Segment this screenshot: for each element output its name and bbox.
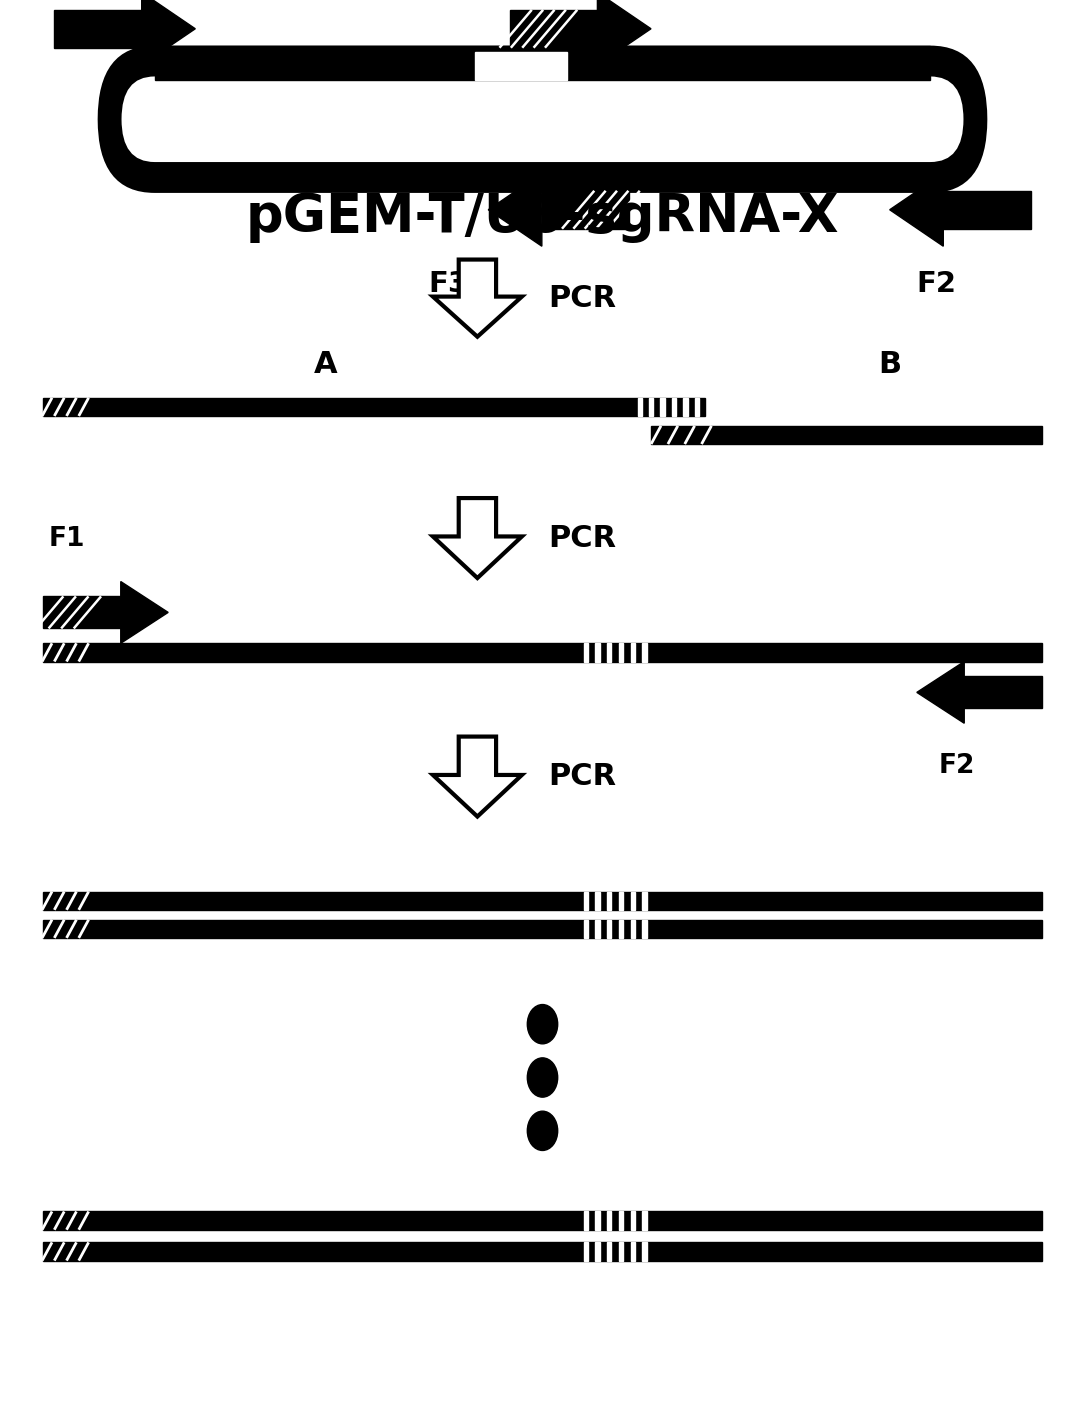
Bar <box>618 643 623 661</box>
Bar <box>584 920 588 937</box>
Bar <box>43 643 1042 661</box>
FancyBboxPatch shape <box>98 45 987 192</box>
Text: A: A <box>314 349 337 379</box>
Bar <box>43 1211 1042 1229</box>
Circle shape <box>527 1111 558 1150</box>
Bar <box>475 52 566 80</box>
Text: PCR: PCR <box>548 762 616 791</box>
Bar <box>618 892 623 909</box>
Bar <box>642 1211 647 1229</box>
Bar <box>630 892 635 909</box>
Bar <box>43 1243 1042 1260</box>
FancyBboxPatch shape <box>122 76 963 161</box>
Bar <box>584 1243 588 1260</box>
Bar <box>630 1243 635 1260</box>
Circle shape <box>527 1058 558 1097</box>
Text: PCR: PCR <box>548 523 616 553</box>
Bar <box>584 892 588 909</box>
Polygon shape <box>433 260 522 337</box>
Text: F3: F3 <box>429 269 469 297</box>
Bar <box>651 425 1042 443</box>
Text: B: B <box>878 349 902 379</box>
Text: F2: F2 <box>917 269 957 297</box>
Polygon shape <box>598 0 651 65</box>
Bar <box>596 892 600 909</box>
Polygon shape <box>120 581 168 643</box>
Bar <box>596 643 600 661</box>
Bar <box>943 191 1031 229</box>
Bar <box>584 643 588 661</box>
Bar <box>618 1211 623 1229</box>
Bar <box>54 10 142 48</box>
Bar <box>618 920 623 937</box>
Bar <box>43 920 1042 937</box>
Bar <box>43 398 705 415</box>
Polygon shape <box>433 498 522 578</box>
Bar <box>596 920 600 937</box>
Bar <box>608 1243 612 1260</box>
Bar <box>684 398 688 415</box>
Polygon shape <box>890 173 943 247</box>
Polygon shape <box>488 173 541 247</box>
Bar <box>541 191 629 229</box>
Bar <box>649 398 653 415</box>
Bar <box>618 1243 623 1260</box>
Bar <box>630 1211 635 1229</box>
Text: pGEM-T/U6-sgRNA-X: pGEM-T/U6-sgRNA-X <box>245 191 840 244</box>
Bar <box>608 892 612 909</box>
Bar <box>608 920 612 937</box>
Text: PCR: PCR <box>548 283 616 313</box>
Bar <box>965 676 1042 709</box>
Bar <box>596 1243 600 1260</box>
Bar <box>43 892 1042 909</box>
Polygon shape <box>142 0 195 65</box>
Text: F1: F1 <box>49 526 86 551</box>
Polygon shape <box>917 661 965 724</box>
Polygon shape <box>433 737 522 817</box>
Bar <box>638 398 642 415</box>
Bar <box>584 1211 588 1229</box>
Bar <box>672 398 676 415</box>
Bar <box>596 1211 600 1229</box>
Bar <box>642 892 647 909</box>
Bar <box>642 1243 647 1260</box>
Bar <box>630 920 635 937</box>
Bar <box>155 45 930 80</box>
Bar <box>510 10 598 48</box>
Circle shape <box>527 1005 558 1044</box>
Bar <box>608 643 612 661</box>
Bar <box>661 398 665 415</box>
Bar <box>642 643 647 661</box>
Bar <box>608 1211 612 1229</box>
Bar <box>630 643 635 661</box>
Bar <box>43 596 120 629</box>
Text: F2: F2 <box>939 752 975 779</box>
Bar <box>642 920 647 937</box>
Bar <box>694 398 699 415</box>
